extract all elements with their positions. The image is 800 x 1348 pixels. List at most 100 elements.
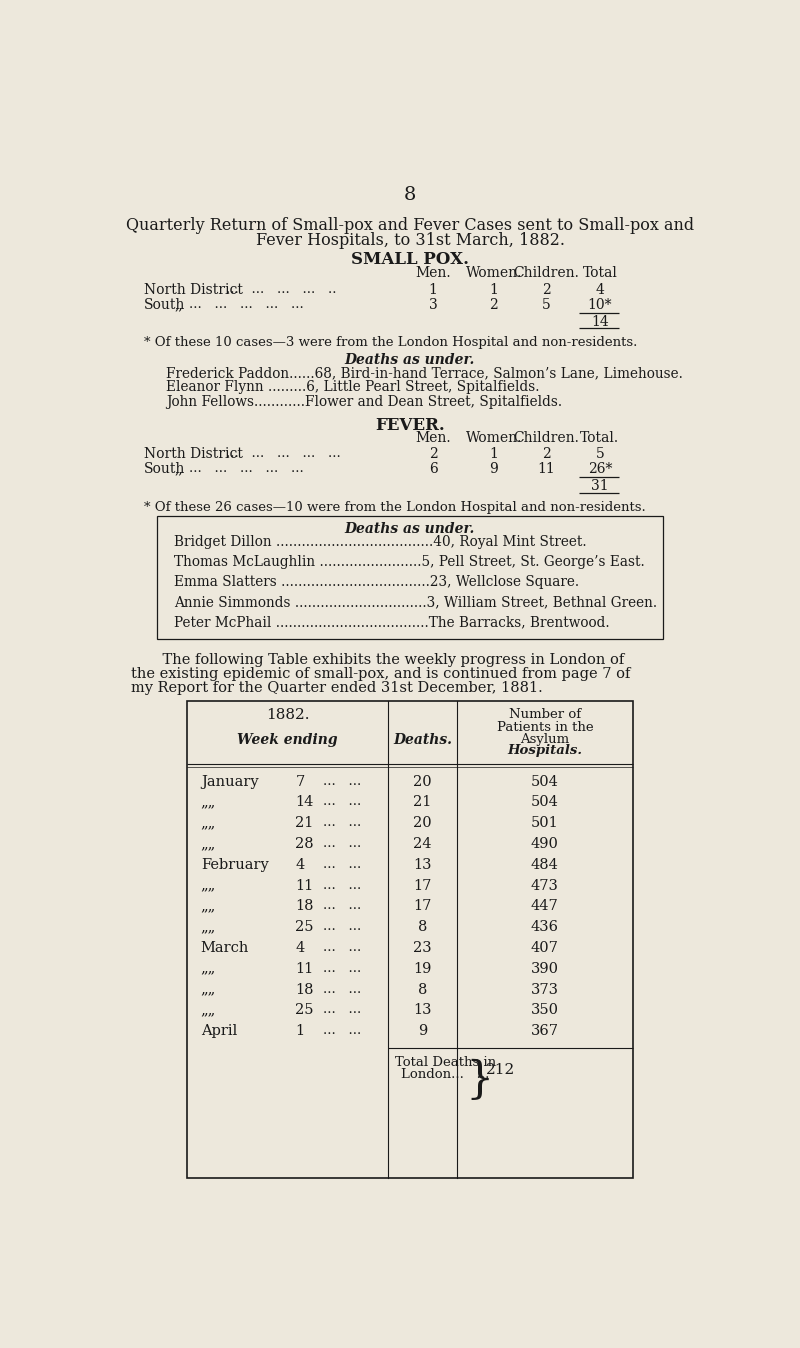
Text: 6: 6: [429, 462, 438, 476]
Text: 4: 4: [595, 283, 604, 297]
Text: ...   ...: ... ...: [323, 983, 362, 996]
Text: 2: 2: [542, 283, 550, 297]
Text: Children.: Children.: [514, 267, 579, 280]
Text: Total: Total: [582, 267, 618, 280]
Text: The following Table exhibits the weekly progress in London of: The following Table exhibits the weekly …: [144, 652, 625, 667]
Text: 4: 4: [295, 941, 305, 954]
Text: North District: North District: [144, 446, 243, 461]
Text: 17: 17: [414, 879, 431, 892]
Text: Children.: Children.: [514, 431, 579, 445]
Text: }: }: [466, 1058, 494, 1101]
Text: Patients in the: Patients in the: [497, 721, 593, 733]
Text: 8: 8: [404, 186, 416, 205]
Text: 25: 25: [295, 1003, 314, 1018]
Text: ...   ...: ... ...: [323, 817, 362, 829]
Text: 367: 367: [531, 1024, 559, 1038]
Text: 9: 9: [490, 462, 498, 476]
Text: 11: 11: [538, 462, 555, 476]
Text: 473: 473: [531, 879, 558, 892]
Text: Frederick Paddon......68, Bird-in-hand Terrace, Salmon’s Lane, Limehouse.: Frederick Paddon......68, Bird-in-hand T…: [166, 365, 682, 380]
Text: 24: 24: [413, 837, 432, 851]
Text: SMALL POX.: SMALL POX.: [351, 251, 469, 268]
Text: 10*: 10*: [588, 298, 612, 311]
Text: my Report for the Quarter ended 31st December, 1881.: my Report for the Quarter ended 31st Dec…: [131, 681, 542, 694]
Text: ...   ...: ... ...: [323, 879, 362, 891]
Text: 373: 373: [531, 983, 559, 996]
Text: „„: „„: [201, 795, 216, 809]
Text: 9: 9: [418, 1024, 427, 1038]
Text: London...   ...: London... ...: [402, 1068, 490, 1081]
Text: 25: 25: [295, 921, 314, 934]
Text: 5: 5: [595, 446, 604, 461]
Text: FEVER.: FEVER.: [375, 418, 445, 434]
Text: 350: 350: [531, 1003, 559, 1018]
Text: „„: „„: [201, 837, 216, 851]
Text: 2: 2: [490, 298, 498, 311]
Text: ...   ...: ... ...: [323, 921, 362, 933]
Text: * Of these 26 cases—10 were from the London Hospital and non-residents.: * Of these 26 cases—10 were from the Lon…: [144, 500, 646, 514]
Text: „„: „„: [201, 899, 216, 914]
Text: Fever Hospitals, to 31st March, 1882.: Fever Hospitals, to 31st March, 1882.: [255, 232, 565, 249]
Text: 11: 11: [295, 961, 314, 976]
Text: North District: North District: [144, 283, 243, 297]
Text: ...   ...: ... ...: [323, 961, 362, 975]
Text: Thomas McLaughlin ........................5, Pell Street, St. George’s East.: Thomas McLaughlin ......................…: [174, 555, 644, 569]
Text: Total.: Total.: [580, 431, 619, 445]
Text: Week ending: Week ending: [238, 733, 338, 747]
Text: 2: 2: [429, 446, 438, 461]
Text: ,,: ,,: [174, 462, 183, 476]
Text: John Fellows............Flower and Dean Street, Spitalfields.: John Fellows............Flower and Dean …: [166, 395, 562, 408]
Text: Asylum: Asylum: [520, 733, 570, 745]
Text: 501: 501: [531, 817, 558, 830]
Text: 447: 447: [531, 899, 558, 914]
Text: 1: 1: [490, 446, 498, 461]
Text: ...   ...   ...   ...   ...: ... ... ... ... ...: [189, 298, 304, 311]
Text: ...   ...: ... ...: [323, 837, 362, 851]
Text: ...   ...: ... ...: [323, 857, 362, 871]
Text: 490: 490: [531, 837, 558, 851]
Text: Women.: Women.: [466, 267, 522, 280]
Text: South: South: [144, 298, 186, 311]
Text: South: South: [144, 462, 186, 476]
Text: the existing epidemic of small-pox, and is continued from page 7 of: the existing epidemic of small-pox, and …: [131, 667, 630, 681]
Text: 5: 5: [542, 298, 550, 311]
Text: ...   ...: ... ...: [323, 1024, 362, 1037]
Text: „„: „„: [201, 983, 216, 996]
Text: 23: 23: [413, 941, 432, 954]
Text: „„: „„: [201, 921, 216, 934]
Text: Peter McPhail ....................................The Barracks, Brentwood.: Peter McPhail ..........................…: [174, 615, 610, 630]
Text: ...   ...: ... ...: [323, 795, 362, 809]
Text: ...   ...   ...   ...   ...: ... ... ... ... ...: [226, 446, 341, 460]
Text: 390: 390: [531, 961, 559, 976]
Text: 484: 484: [531, 857, 558, 872]
Text: 26*: 26*: [588, 462, 612, 476]
Text: Hospitals.: Hospitals.: [507, 744, 582, 756]
Text: 13: 13: [413, 1003, 432, 1018]
Text: 28: 28: [295, 837, 314, 851]
Bar: [187, 701, 634, 1178]
Text: March: March: [201, 941, 249, 954]
Text: 18: 18: [295, 899, 314, 914]
Text: Bridget Dillon .....................................40, Royal Mint Street.: Bridget Dillon .........................…: [174, 535, 586, 549]
Text: ...   ...: ... ...: [323, 1003, 362, 1016]
Text: Men.: Men.: [415, 267, 451, 280]
Text: 212: 212: [486, 1064, 515, 1077]
Text: Number of: Number of: [509, 709, 581, 721]
Text: ...   ...   ...   ...   ...: ... ... ... ... ...: [189, 462, 304, 474]
Text: 21: 21: [414, 795, 431, 809]
Text: Deaths as under.: Deaths as under.: [345, 353, 475, 367]
Text: ...   ...: ... ...: [323, 775, 362, 787]
Text: 31: 31: [591, 479, 609, 493]
Text: ...   ...   ...   ...   ..: ... ... ... ... ..: [226, 283, 337, 295]
Text: 1882.: 1882.: [266, 709, 310, 723]
Text: Women.: Women.: [466, 431, 522, 445]
Text: 1: 1: [490, 283, 498, 297]
Text: 1: 1: [429, 283, 438, 297]
Text: January: January: [201, 775, 258, 789]
Text: Annie Simmonds ...............................3, William Street, Bethnal Green.: Annie Simmonds .........................…: [174, 596, 657, 609]
Text: Quarterly Return of Small-pox and Fever Cases sent to Small-pox and: Quarterly Return of Small-pox and Fever …: [126, 217, 694, 235]
Text: „„: „„: [201, 961, 216, 976]
Bar: [157, 516, 663, 639]
Text: 407: 407: [531, 941, 558, 954]
Text: Deaths.: Deaths.: [393, 733, 452, 747]
